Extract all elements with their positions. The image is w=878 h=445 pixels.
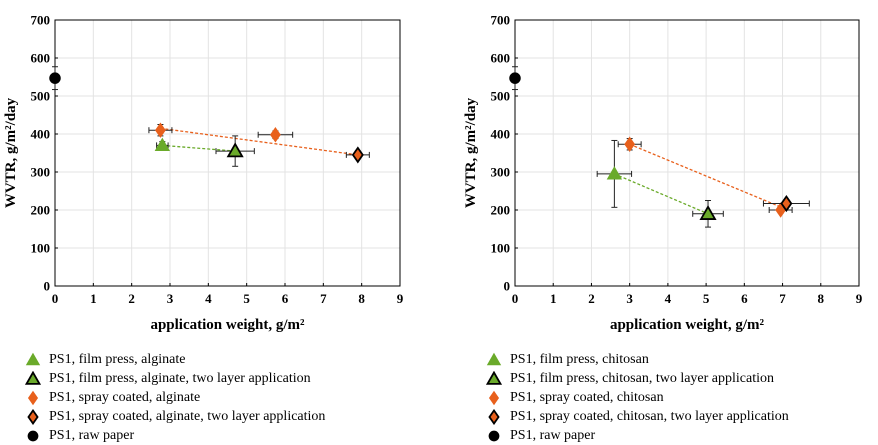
y-tick-label: 300 (491, 165, 511, 180)
y-tick-label: 400 (31, 127, 51, 142)
legend-marker-icon (25, 371, 41, 385)
y-tick-label: 700 (491, 13, 511, 28)
y-axis-label: WVTR, g/m²/day (463, 97, 479, 208)
x-tick-label: 0 (52, 291, 59, 306)
legend-label: PS1, film press, alginate, two layer app… (49, 371, 311, 386)
data-point (270, 127, 281, 143)
legend-marker (486, 352, 502, 366)
legend-marker (27, 390, 39, 406)
legend-label: PS1, spray coated, alginate, two layer a… (49, 409, 326, 424)
data-point (624, 136, 636, 152)
legend-marker-icon (486, 371, 502, 385)
y-tick-label: 600 (31, 51, 51, 66)
legend-label: PS1, spray coated, alginate (49, 390, 201, 405)
plot-frame (54, 19, 401, 287)
legend-marker (27, 409, 39, 425)
data-point (606, 166, 623, 180)
x-tick-label: 1 (550, 291, 557, 306)
legend-marker (25, 371, 41, 385)
y-tick-label: 0 (44, 279, 51, 294)
legend-marker-icon (488, 390, 500, 406)
y-tick-label: 100 (491, 241, 511, 256)
x-tick-label: 9 (397, 291, 404, 306)
y-tick-label: 200 (491, 203, 511, 218)
x-tick-label: 6 (741, 291, 748, 306)
x-tick-label: 4 (665, 291, 672, 306)
x-tick-label: 7 (779, 291, 786, 306)
legend-marker (486, 371, 502, 385)
legend-marker-icon (25, 352, 41, 366)
y-tick-label: 500 (491, 89, 511, 104)
chart-panel-1: 0 1 2 3 4 5 6 7 8 9 0 100 200 300 400 500 600 700 applicat… (3, 13, 404, 334)
legend-label: PS1, film press, chitosan, two layer app… (510, 371, 775, 386)
legend-label: PS1, film press, chitosan (510, 352, 649, 367)
x-axis-label: application weight, g/m² (610, 317, 765, 333)
legend-marker-icon (27, 430, 39, 442)
data-point (780, 194, 793, 213)
x-tick-label: 9 (856, 291, 863, 306)
data-point (155, 122, 166, 138)
data-point (154, 137, 171, 152)
x-tick-label: 1 (90, 291, 97, 306)
legend-marker (488, 390, 500, 406)
trend-line (162, 144, 236, 152)
chart-panel-2: 0 1 2 3 4 5 6 7 8 9 0 100 200 300 400 500 600 700 applicat… (463, 13, 863, 334)
plot-frame (514, 19, 860, 287)
legend-label: PS1, spray coated, chitosan, two layer a… (510, 409, 789, 424)
y-tick-label: 500 (31, 89, 51, 104)
legend-marker (488, 409, 500, 425)
trend-line (160, 127, 358, 156)
legend-label: PS1, spray coated, chitosan (510, 390, 664, 405)
trend-line (614, 173, 709, 215)
legend-marker (25, 352, 41, 366)
legend-marker (488, 430, 500, 442)
legend-marker-icon (486, 352, 502, 366)
x-tick-label: 2 (588, 291, 595, 306)
legend-marker-icon (488, 430, 500, 442)
x-tick-label: 0 (512, 291, 519, 306)
data-point (49, 72, 61, 84)
x-tick-label: 7 (320, 291, 327, 306)
x-tick-label: 6 (282, 291, 289, 306)
legend-marker-icon (27, 390, 39, 406)
y-tick-label: 700 (31, 13, 51, 28)
y-tick-label: 600 (491, 51, 511, 66)
legend-label: PS1, film press, alginate (49, 352, 186, 367)
y-tick-label: 0 (504, 279, 511, 294)
legend-marker-icon (488, 409, 500, 425)
x-tick-label: 5 (243, 291, 250, 306)
x-tick-label: 2 (128, 291, 135, 306)
x-axis-label: application weight, g/m² (150, 317, 305, 333)
data-point (509, 72, 521, 84)
x-tick-label: 8 (818, 291, 825, 306)
y-tick-label: 300 (31, 165, 51, 180)
x-tick-label: 3 (626, 291, 633, 306)
y-axis-label: WVTR, g/m²/day (3, 97, 19, 208)
data-point (699, 204, 717, 220)
x-tick-label: 3 (167, 291, 174, 306)
data-point (351, 146, 364, 164)
x-tick-label: 8 (358, 291, 365, 306)
data-point (226, 142, 244, 158)
y-tick-label: 100 (31, 241, 51, 256)
legend-label: PS1, raw paper (510, 428, 596, 443)
legend-marker (27, 430, 39, 442)
trend-line (629, 143, 781, 208)
x-tick-label: 4 (205, 291, 212, 306)
legend-label: PS1, raw paper (49, 428, 135, 443)
legend-marker-icon (27, 409, 39, 425)
x-tick-label: 5 (703, 291, 710, 306)
y-tick-label: 200 (31, 203, 51, 218)
y-tick-label: 400 (491, 127, 511, 142)
